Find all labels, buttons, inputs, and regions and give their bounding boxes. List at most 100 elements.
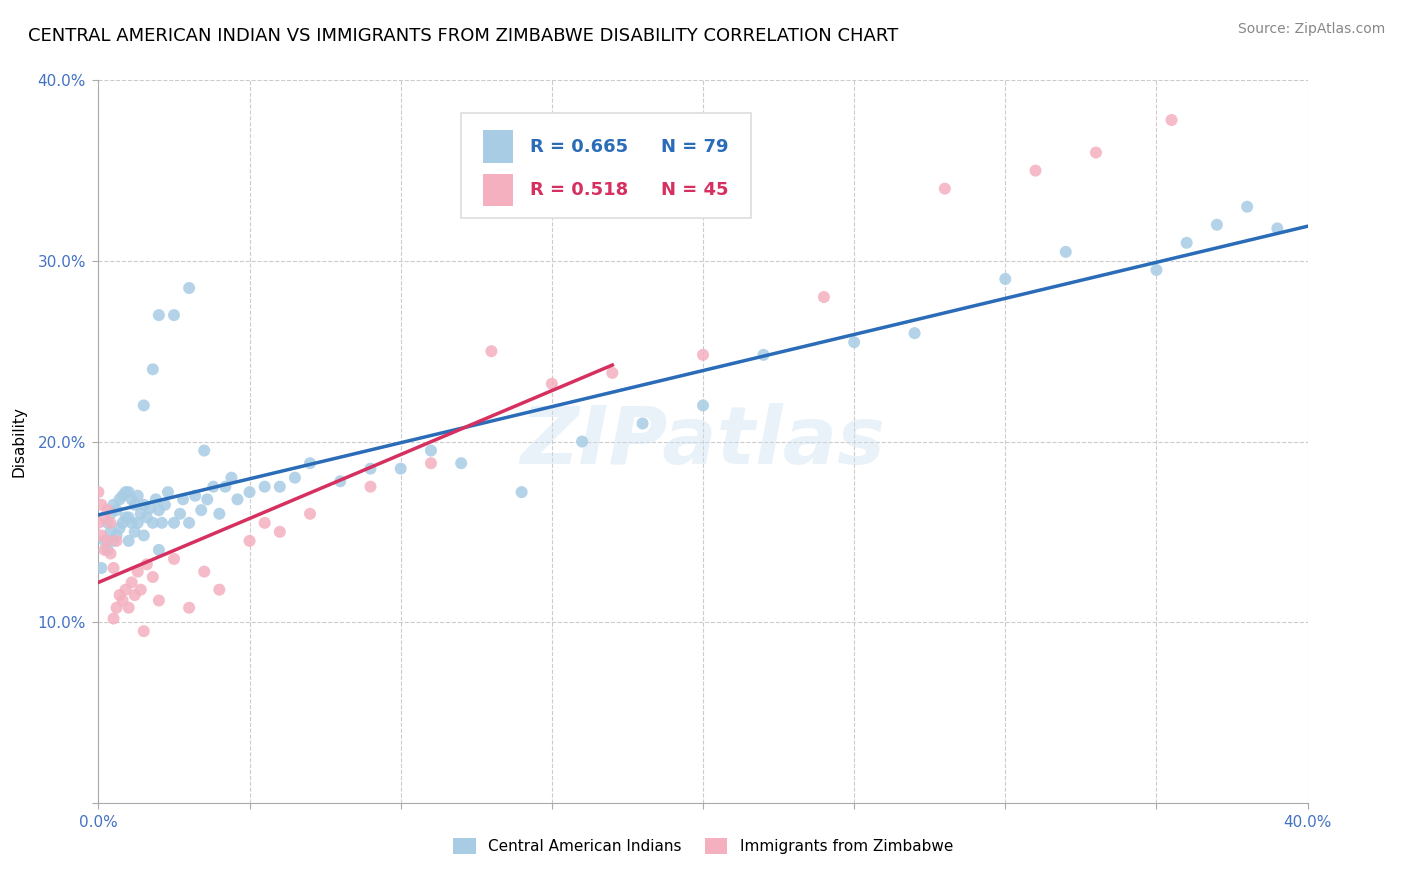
Point — [135, 510, 157, 524]
Point — [132, 398, 155, 412]
Text: R = 0.518: R = 0.518 — [530, 181, 628, 199]
Point — [239, 533, 262, 548]
Point — [269, 524, 291, 539]
Point — [153, 498, 176, 512]
Point — [108, 588, 131, 602]
Point — [299, 456, 322, 470]
Point — [389, 461, 412, 475]
Point — [148, 503, 170, 517]
Point — [132, 498, 155, 512]
Bar — [482, 174, 513, 206]
Point — [114, 485, 136, 500]
Text: ZIPatlas: ZIPatlas — [520, 402, 886, 481]
Point — [631, 417, 654, 431]
Point — [934, 182, 956, 196]
Point — [121, 575, 143, 590]
Point — [90, 561, 112, 575]
Point — [169, 507, 191, 521]
Point — [100, 547, 122, 561]
Point — [284, 471, 307, 485]
Point — [139, 501, 162, 516]
Point — [124, 524, 146, 539]
Point — [193, 443, 215, 458]
Point — [127, 516, 149, 530]
Point — [540, 376, 562, 391]
Point — [692, 398, 714, 412]
Point — [145, 492, 167, 507]
Point — [118, 533, 141, 548]
Point — [214, 480, 236, 494]
Point — [329, 475, 352, 489]
Point — [96, 542, 118, 557]
Point — [93, 542, 115, 557]
Point — [111, 516, 134, 530]
Point — [111, 489, 134, 503]
Point — [602, 366, 624, 380]
Point — [96, 516, 118, 530]
Point — [1175, 235, 1198, 250]
Point — [752, 348, 775, 362]
Point — [105, 600, 128, 615]
Point — [195, 492, 218, 507]
Point — [163, 552, 186, 566]
Text: R = 0.665: R = 0.665 — [530, 137, 628, 156]
Point — [118, 510, 141, 524]
Point — [1085, 145, 1108, 160]
Point — [172, 492, 194, 507]
Point — [103, 533, 125, 548]
Point — [127, 489, 149, 503]
Point — [253, 480, 276, 494]
Point — [103, 561, 125, 575]
Point — [121, 516, 143, 530]
Point — [208, 507, 231, 521]
Point — [1206, 218, 1229, 232]
Point — [142, 362, 165, 376]
Legend: Central American Indians, Immigrants from Zimbabwe: Central American Indians, Immigrants fro… — [447, 832, 959, 860]
Point — [103, 498, 125, 512]
Point — [108, 521, 131, 535]
Point — [111, 593, 134, 607]
Point — [114, 582, 136, 597]
Point — [481, 344, 503, 359]
Point — [108, 492, 131, 507]
Point — [179, 600, 201, 615]
Point — [121, 492, 143, 507]
Point — [202, 480, 225, 494]
Point — [124, 498, 146, 512]
Text: Source: ZipAtlas.com: Source: ZipAtlas.com — [1237, 22, 1385, 37]
Point — [994, 272, 1017, 286]
Point — [129, 582, 152, 597]
Point — [571, 434, 593, 449]
Point — [135, 558, 157, 572]
Point — [163, 516, 186, 530]
Point — [148, 308, 170, 322]
Point — [184, 489, 207, 503]
Point — [93, 533, 115, 548]
Point — [269, 480, 291, 494]
Point — [93, 510, 115, 524]
Point — [87, 516, 110, 530]
Point — [450, 456, 472, 470]
Point — [124, 588, 146, 602]
Point — [1267, 221, 1289, 235]
Point — [208, 582, 231, 597]
Point — [1144, 263, 1167, 277]
Point — [904, 326, 927, 340]
Point — [132, 528, 155, 542]
Point — [360, 480, 382, 494]
Point — [226, 492, 249, 507]
Point — [100, 507, 122, 521]
Point — [127, 565, 149, 579]
Point — [299, 507, 322, 521]
Point — [1160, 113, 1182, 128]
Point — [193, 565, 215, 579]
Point — [844, 335, 866, 350]
Point — [221, 471, 243, 485]
Point — [360, 461, 382, 475]
Point — [103, 611, 125, 625]
Text: CENTRAL AMERICAN INDIAN VS IMMIGRANTS FROM ZIMBABWE DISABILITY CORRELATION CHART: CENTRAL AMERICAN INDIAN VS IMMIGRANTS FR… — [28, 27, 898, 45]
Point — [179, 516, 201, 530]
Point — [163, 308, 186, 322]
Point — [148, 593, 170, 607]
Point — [118, 485, 141, 500]
